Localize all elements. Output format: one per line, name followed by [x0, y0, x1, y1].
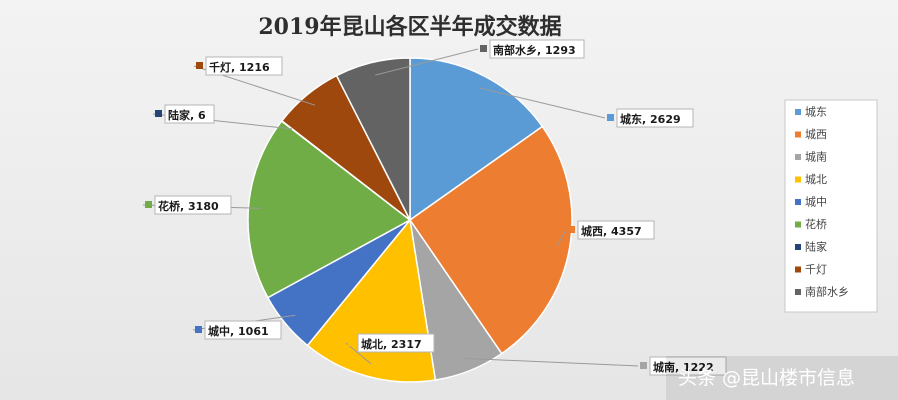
legend-entry-7: 陆家	[805, 240, 827, 254]
legend-swatch-3	[795, 154, 801, 160]
leader-line-slice-3	[465, 357, 639, 367]
data-label-box-slice-2	[577, 220, 655, 240]
data-label-swatch-slice-2	[568, 226, 575, 233]
data-label-swatch-slice-7	[155, 110, 162, 117]
chart-title: 2019年昆山各区半年成交数据	[258, 14, 561, 40]
data-label-box-slice-6	[154, 195, 232, 215]
pie-slice-6	[247, 120, 412, 299]
data-label-slice-9: 南部水乡, 1293	[493, 43, 576, 57]
legend-entry-2: 城西	[805, 128, 827, 141]
legend-entry-4: 城北	[805, 173, 827, 186]
data-label-slice-2: 城西, 4357	[581, 224, 642, 238]
legend-entry-8: 千灯	[805, 263, 827, 276]
legend-entry-5: 城中	[805, 196, 827, 209]
data-label-swatch-slice-5	[195, 326, 202, 333]
legend-swatch-1	[795, 109, 801, 115]
data-label-swatch-slice-9	[480, 45, 487, 52]
watermark: 头条 @昆山楼市信息	[666, 356, 898, 400]
legend-entry-9: 南部水乡	[805, 285, 849, 299]
data-label-swatch-slice-8	[196, 62, 203, 69]
data-label-slice-7: 陆家, 6	[168, 108, 206, 122]
data-label-swatch-slice-6	[145, 201, 152, 208]
data-label-slice-1: 城东, 2629	[620, 112, 681, 126]
legend-entry-3: 城南	[805, 151, 827, 164]
legend-swatch-4	[795, 176, 801, 183]
data-label-slice-3: 城南, 1222	[653, 360, 714, 374]
pie-slice-1	[409, 57, 544, 222]
data-label-slice-5: 城中, 1061	[208, 324, 269, 338]
data-label-swatch-slice-3	[640, 362, 647, 369]
legend-swatch-6	[795, 221, 801, 228]
data-label-box-slice-5	[204, 320, 282, 340]
data-label-box-slice-9	[489, 39, 585, 59]
pie-slice-2	[408, 125, 573, 355]
legend-swatch-5	[795, 199, 801, 205]
pie-slice-9	[335, 57, 411, 221]
data-label-box-slice-8	[205, 56, 283, 76]
watermark-shadow	[666, 356, 898, 400]
leader-line-slice-1	[478, 87, 606, 119]
leader-line-slice-4	[345, 342, 372, 365]
data-label-box-slice-4	[357, 333, 435, 353]
legend-entry-6: 花桥	[805, 218, 827, 231]
legend-entry-1: 城东	[805, 106, 827, 119]
data-label-slice-6: 花桥, 3180	[158, 199, 219, 213]
leader-line-slice-9	[375, 48, 479, 76]
data-label-slice-4: 城北, 2317	[361, 337, 422, 351]
data-label-box-slice-3	[649, 356, 727, 376]
data-label-swatch-slice-4	[348, 339, 355, 346]
data-label-box-slice-1	[616, 108, 694, 128]
pie-slices	[247, 57, 573, 383]
data-label-slice-8: 千灯, 1216	[209, 60, 270, 74]
legend-swatch-7	[795, 244, 801, 250]
data-labels: 城东, 2629 城西, 4357 城南, 1222 城北, 2317 城中, 1061…	[142, 39, 727, 376]
watermark-text: 头条 @昆山楼市信息	[678, 367, 855, 389]
data-label-box-slice-7	[164, 104, 215, 124]
legend-swatch-8	[795, 266, 801, 273]
leader-line-slice-2	[556, 229, 567, 247]
data-label-swatch-slice-1	[607, 114, 614, 121]
legend-swatch-2	[795, 131, 801, 138]
legend-swatch-9	[795, 289, 801, 295]
